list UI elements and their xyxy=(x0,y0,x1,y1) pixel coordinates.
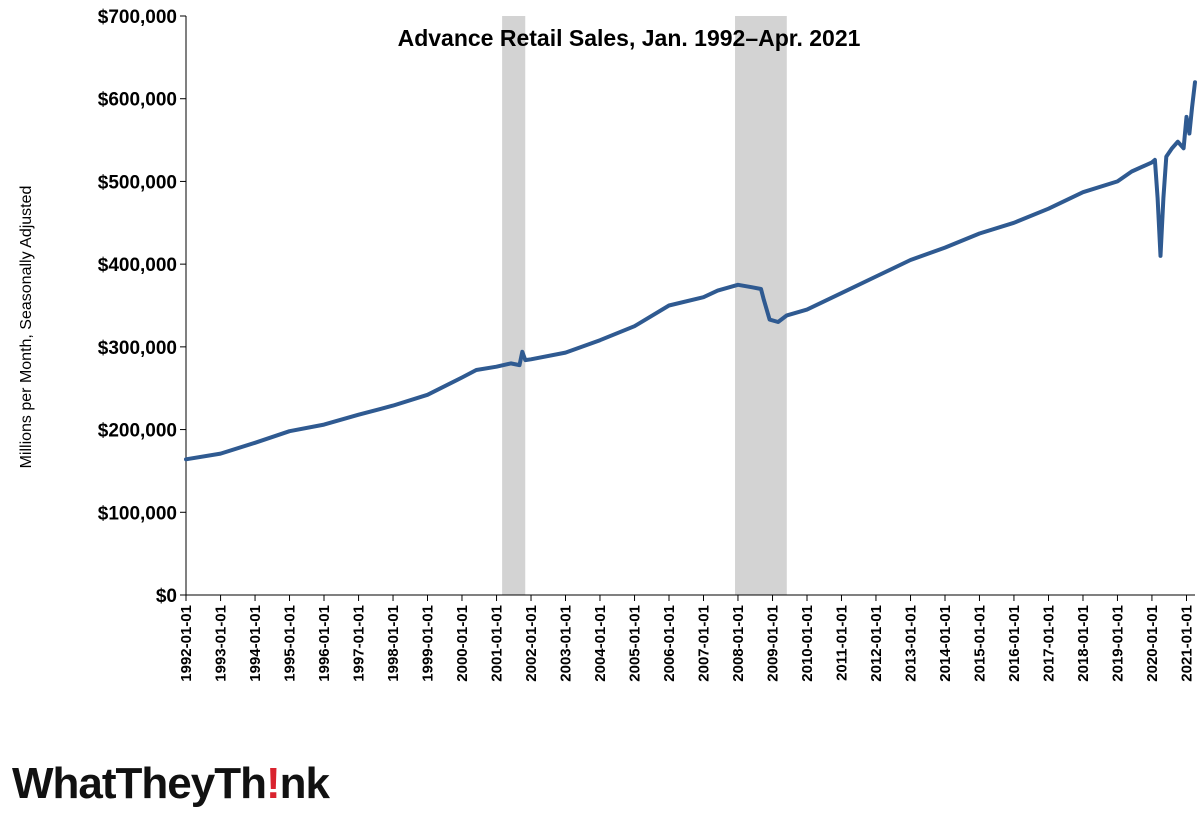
x-tick-label: 2002-01-01 xyxy=(523,605,540,682)
x-tick-label: 2020-01-01 xyxy=(1144,605,1161,682)
x-tick-label: 2007-01-01 xyxy=(695,605,712,682)
x-tick-label: 2016-01-01 xyxy=(1006,605,1023,682)
x-tick-label: 2015-01-01 xyxy=(971,605,988,682)
whattheythink-logo: WhatTheyTh!nk xyxy=(12,759,332,808)
x-tick-label: 1992-01-01 xyxy=(178,605,195,682)
y-axis-label: Millions per Month, Seasonally Adjusted xyxy=(18,186,35,469)
x-tick-label: 2000-01-01 xyxy=(454,605,471,682)
recession-bands xyxy=(502,16,787,595)
x-tick-label: 1994-01-01 xyxy=(247,605,264,682)
x-tick-label: 1996-01-01 xyxy=(316,605,333,682)
x-tick-label: 2014-01-01 xyxy=(937,605,954,682)
x-tick-label: 1999-01-01 xyxy=(420,605,437,682)
y-tick-label: $0 xyxy=(156,586,177,607)
x-tick-label: 2001-01-01 xyxy=(489,605,506,682)
x-tick-label: 2019-01-01 xyxy=(1109,605,1126,682)
y-tick-label: $200,000 xyxy=(98,421,177,442)
chart-title: Advance Retail Sales, Jan. 1992–Apr. 202… xyxy=(398,25,861,51)
x-tick-label: 1998-01-01 xyxy=(385,605,402,682)
x-tick-label: 2003-01-01 xyxy=(557,605,574,682)
x-tick-label: 2004-01-01 xyxy=(592,605,609,682)
x-tick-label: 2011-01-01 xyxy=(833,605,850,681)
axes xyxy=(185,16,1195,596)
x-axis-ticks: 1992-01-01 1993-01-01 1994-01-01 1995-01-01… xyxy=(178,595,1195,682)
x-tick-label: 2021-01-01 xyxy=(1178,605,1195,682)
x-tick-label: 2009-01-01 xyxy=(765,605,782,682)
x-tick-label: 1995-01-01 xyxy=(282,605,299,682)
logo-text-start: WhatTheyTh xyxy=(12,759,266,808)
series xyxy=(184,80,1197,462)
x-tick-label: 1993-01-01 xyxy=(213,605,230,682)
y-tick-label: $700,000 xyxy=(98,7,177,28)
x-tick-label: 2012-01-01 xyxy=(868,605,885,682)
y-tick-label: $500,000 xyxy=(98,172,177,193)
x-tick-label: 2018-01-01 xyxy=(1075,605,1092,682)
x-tick-label: 1997-01-01 xyxy=(351,605,368,682)
x-tick-label: 2010-01-01 xyxy=(799,605,816,682)
y-tick-label: $300,000 xyxy=(98,338,177,359)
logo-text: WhatTheyTh!nk xyxy=(12,759,331,808)
x-tick-label: 2005-01-01 xyxy=(627,605,644,682)
x-tick-label: 2008-01-01 xyxy=(730,605,747,682)
x-tick-label: 2013-01-01 xyxy=(903,605,920,682)
logo-exclamation: ! xyxy=(266,759,280,808)
recession-band-1 xyxy=(502,16,526,595)
x-tick-label: 2017-01-01 xyxy=(1041,605,1058,682)
series-line-1 xyxy=(184,80,1197,462)
x-tick-label: 2006-01-01 xyxy=(661,605,678,682)
y-tick-label: $400,000 xyxy=(98,255,177,276)
y-axis-ticks: $0 $100,000 $200,000 $300,000 $400,000 $500,0… xyxy=(98,7,186,607)
logo-text-end: nk xyxy=(280,759,331,808)
recession-band-2 xyxy=(735,16,787,595)
y-tick-label: $600,000 xyxy=(98,90,177,111)
y-tick-label: $100,000 xyxy=(98,503,177,524)
